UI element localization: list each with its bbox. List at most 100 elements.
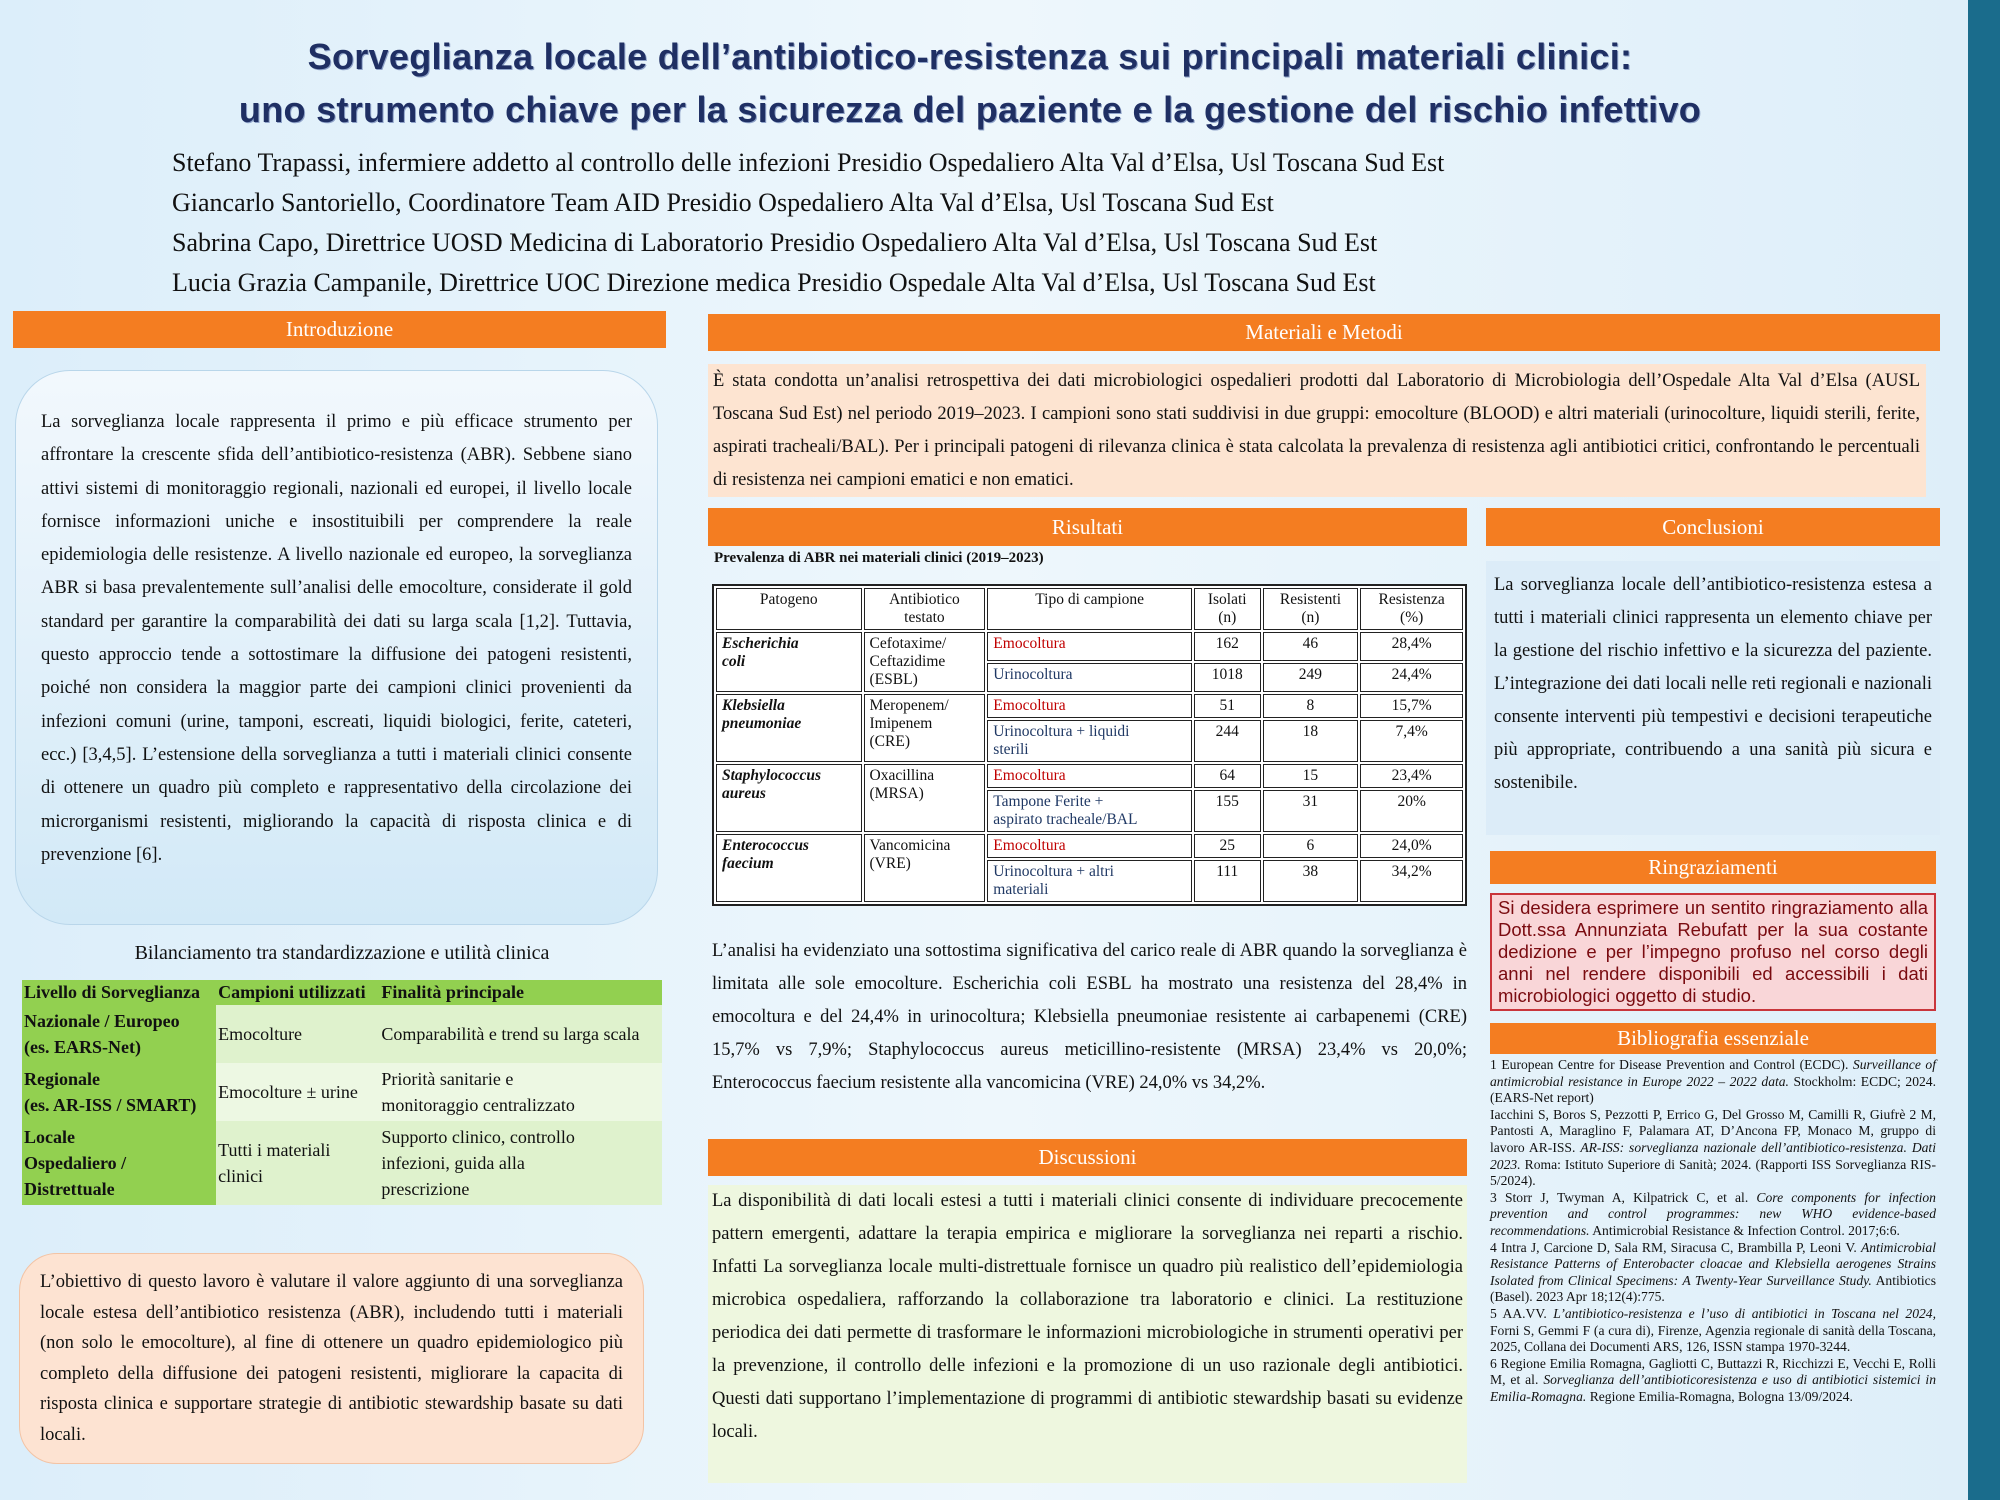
table-row: Urinocoltura + liquidi sterili 244 18 7,4% xyxy=(716,720,1463,762)
table-row: Escherichia coli Cefotaxime/ Ceftazidime … xyxy=(716,632,1463,692)
column-header: Tipo di campione xyxy=(987,588,1192,630)
reference-authors: AA.VV. xyxy=(1502,1305,1547,1321)
section-heading: Materiali e Metodi xyxy=(708,314,1940,351)
reference-authors: Iacchini S, Boros S, Pezzotti P, Errico … xyxy=(1490,1106,1936,1155)
balance-table: Livello di Sorveglianza Campioni utilizza… xyxy=(22,980,662,1205)
table-row: Locale Ospedaliero / Distrettuale Tutti i… xyxy=(22,1121,662,1205)
reference: 5 AA.VV. L’antibiotico-resistenza e l’us… xyxy=(1490,1306,1936,1356)
conclusion-text: La sorveglianza locale dell’antibiotico-… xyxy=(1486,561,1940,835)
number-cell: 1018 xyxy=(1193,663,1261,692)
reference-title: Antimicrobial Resistance Patterns of Ent… xyxy=(1490,1239,1936,1288)
number-cell: 20% xyxy=(1360,790,1463,832)
title-line: uno strumento chiave per la sicurezza de… xyxy=(238,89,1702,130)
table-cell: Locale Ospedaliero / Distrettuale xyxy=(22,1121,217,1205)
reference: 4 Intra J, Carcione D, Sala RM, Siracusa… xyxy=(1490,1240,1936,1306)
acknowledgement-text: Si desidera esprimere un sentito ringraz… xyxy=(1490,893,1936,1011)
reference: Iacchini S, Boros S, Pezzotti P, Errico … xyxy=(1490,1107,1936,1190)
sample-cell: Urinocoltura xyxy=(987,663,1192,692)
column-header: Patogeno xyxy=(716,588,862,630)
reference-number: 3 xyxy=(1490,1189,1497,1205)
number-cell: 111 xyxy=(1193,860,1261,902)
table-row: Urinocoltura + altri materiali 111 38 34,2% xyxy=(716,860,1463,902)
number-cell: 6 xyxy=(1262,834,1359,858)
results-text: L’analisi ha evidenziato una sottostima … xyxy=(712,941,1467,1093)
sample-cell: Urinocoltura + altri materiali xyxy=(987,860,1192,902)
table-row: Nazionale / Europeo (es. EARS-Net) Emocol… xyxy=(22,1005,662,1063)
reference-title: AR-ISS: sorveglianza nazionale dell’anti… xyxy=(1490,1139,1936,1172)
reference-authors: Regione Emilia Romagna, Gagliotti C, But… xyxy=(1490,1355,1936,1388)
number-cell: 24,4% xyxy=(1360,663,1463,692)
reference-details: Forni S, Gemmi F (a cura di), Firenze, A… xyxy=(1490,1322,1936,1355)
section-heading: Conclusioni xyxy=(1486,508,1940,546)
number-cell: 8 xyxy=(1262,694,1359,718)
author: Stefano Trapassi, infermiere addetto al … xyxy=(172,148,1445,177)
column-header: Isolati (n) xyxy=(1193,588,1261,630)
table-row: Klebsiella pneumoniae Meropenem/ Imipenem… xyxy=(716,694,1463,762)
sample-cell: Emocoltura xyxy=(987,694,1192,718)
reference-details: Antimicrobial Resistance & Infection Con… xyxy=(1592,1222,1900,1238)
number-cell: 15 xyxy=(1262,764,1359,788)
reference-details: Regione Emilia-Romagna, Bologna 13/09/20… xyxy=(1589,1388,1853,1404)
title-line: Sorveglianza locale dell’antibiotico-res… xyxy=(307,36,1633,77)
number-cell: 155 xyxy=(1193,790,1261,832)
author: Giancarlo Santoriello, Coordinatore Team… xyxy=(172,188,1274,217)
reference-details: Stockholm: ECDC; 2024. (EARS-Net report) xyxy=(1490,1073,1936,1106)
number-cell: 46 xyxy=(1262,632,1359,661)
reference-title: Core components for infection prevention… xyxy=(1490,1189,1936,1238)
number-cell: 162 xyxy=(1193,632,1261,661)
number-cell: 23,4% xyxy=(1360,764,1463,788)
sample-cell: Emocoltura xyxy=(987,632,1192,661)
reference-title: L’antibiotico-resistenza e l’uso di anti… xyxy=(1553,1305,1936,1321)
table-row: Regionale (es. AR-ISS / SMART) Emocolture… xyxy=(22,1063,662,1121)
section-heading: Ringraziamenti xyxy=(1490,851,1936,884)
sample-cell: Tampone Ferite + aspirato tracheale/BAL xyxy=(987,790,1192,832)
section-heading: Risultati xyxy=(708,508,1467,546)
table-cell: Priorità sanitarie e monitoraggio centra… xyxy=(379,1063,662,1121)
number-cell: 28,4% xyxy=(1360,632,1463,661)
methods-text: È stata condotta un’analisi retrospettiv… xyxy=(708,364,1926,497)
discussion-text: La disponibilità di dati locali estesi a… xyxy=(708,1185,1467,1483)
reference-authors: European Centre for Disease Prevention a… xyxy=(1501,1057,1849,1072)
number-cell: 25 xyxy=(1193,834,1261,858)
table-row: Staphylococcus aureus Oxacillina (MRSA) Em… xyxy=(716,764,1463,832)
table-cell: Comparabilità e trend su larga scala xyxy=(379,1005,662,1063)
pathogen-cell: Staphylococcus aureus xyxy=(716,764,862,832)
author: Lucia Grazia Campanile, Direttrice UOC D… xyxy=(172,268,1376,297)
section-heading: Discussioni xyxy=(708,1139,1467,1176)
number-cell: 15,7% xyxy=(1360,694,1463,718)
table-cell: Nazionale / Europeo (es. EARS-Net) xyxy=(22,1005,217,1063)
number-cell: 18 xyxy=(1262,720,1359,762)
table-row: Tampone Ferite + aspirato tracheale/BAL 1… xyxy=(716,790,1463,832)
side-strip xyxy=(1968,0,2000,1500)
reference: 1 European Centre for Disease Prevention… xyxy=(1490,1057,1936,1107)
reference-number: 6 xyxy=(1490,1355,1497,1371)
reference-number: 5 xyxy=(1490,1305,1497,1321)
pathogen-cell: Escherichia coli xyxy=(716,632,862,692)
table-row: Urinocoltura 1018 249 24,4% xyxy=(716,663,1463,692)
author: Sabrina Capo, Direttrice UOSD Medicina d… xyxy=(172,228,1378,257)
reference-authors: Storr J, Twyman A, Kilpatrick C, et al. xyxy=(1504,1189,1749,1205)
table-title: Bilanciamento tra standardizzazione e ut… xyxy=(134,942,550,964)
reference-title: Sorveglianza dell’antibioticoresistenza … xyxy=(1490,1372,1936,1404)
reference-number: 1 xyxy=(1490,1057,1497,1072)
header-row: Livello di Sorveglianza Campioni utilizza… xyxy=(22,980,662,1005)
number-cell: 38 xyxy=(1262,860,1359,902)
pathogen-cell: Enterococcus faecium xyxy=(716,834,862,902)
number-cell: 249 xyxy=(1262,663,1359,692)
number-cell: 34,2% xyxy=(1360,860,1463,902)
antibiotic-cell: Cefotaxime/ Ceftazidime (ESBL) xyxy=(863,632,986,692)
antibiotic-cell: Vancomicina (VRE) xyxy=(863,834,986,902)
table-cell: Supporto clinico, controllo infezioni, g… xyxy=(379,1121,662,1205)
sample-cell: Urinocoltura + liquidi sterili xyxy=(987,720,1192,762)
table-cell: Emocolture ± urine xyxy=(216,1063,380,1121)
column-header: Campioni utilizzati xyxy=(216,980,380,1005)
reference-title: Surveillance of antimicrobial resistance… xyxy=(1490,1057,1936,1089)
section-heading: Introduzione xyxy=(13,311,666,348)
objective-text: L’obiettivo di questo lavoro è valutare … xyxy=(19,1253,644,1464)
antibiotic-cell: Oxacillina (MRSA) xyxy=(863,764,986,832)
reference-authors: Intra J, Carcione D, Sala RM, Siracusa C… xyxy=(1500,1239,1857,1255)
section-heading: Bibliografia essenziale xyxy=(1490,1023,1936,1054)
number-cell: 64 xyxy=(1193,764,1261,788)
column-header: Livello di Sorveglianza xyxy=(22,980,217,1005)
intro-text: La sorveglianza locale rappresenta il pr… xyxy=(15,370,658,925)
